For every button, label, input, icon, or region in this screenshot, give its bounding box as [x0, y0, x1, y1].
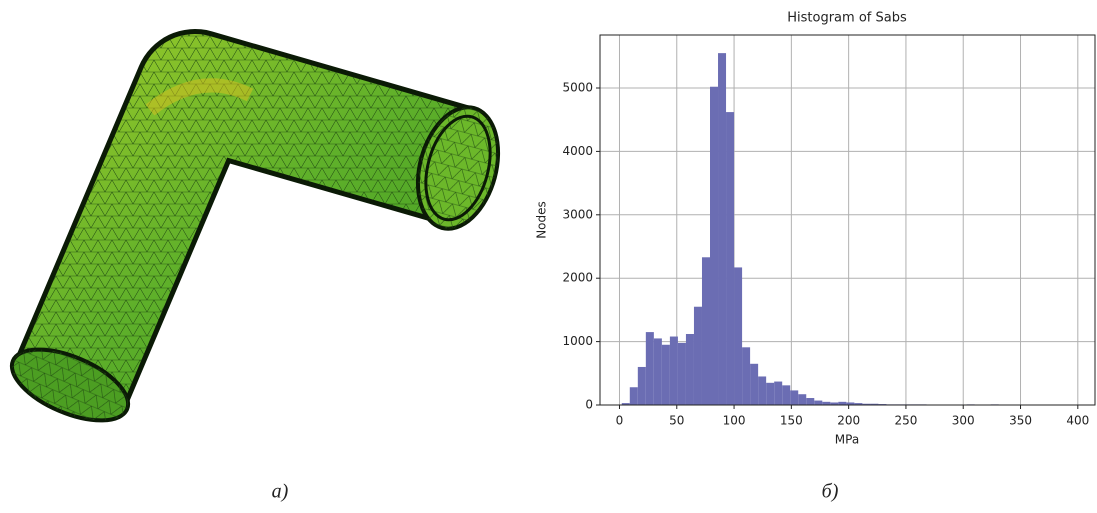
y-tick-label: 3000: [562, 207, 593, 221]
bar: [686, 334, 694, 405]
x-tick-label: 400: [1066, 414, 1089, 428]
bar: [662, 345, 670, 405]
bar: [678, 343, 686, 405]
x-tick-label: 250: [894, 414, 917, 428]
x-tick-label: 100: [723, 414, 746, 428]
bar: [702, 257, 710, 405]
bar: [638, 367, 646, 405]
y-tick-label: 2000: [562, 271, 593, 285]
x-tick-label: 0: [616, 414, 624, 428]
x-tick-label: 200: [837, 414, 860, 428]
y-axis-label: Nodes: [535, 201, 549, 239]
bar: [742, 347, 750, 405]
bar: [670, 337, 678, 405]
bar: [758, 376, 766, 405]
x-axis-label: MPa: [835, 433, 859, 447]
bar: [798, 394, 806, 405]
bar: [630, 387, 638, 405]
mesh-model: [2, 85, 511, 435]
bar: [806, 398, 814, 405]
chart-title: Histogram of Sabs: [787, 11, 907, 26]
caption: б): [822, 481, 839, 503]
bar: [646, 332, 654, 405]
y-tick-label: 0: [585, 398, 593, 412]
bar: [774, 382, 782, 405]
x-tick-label: 50: [669, 414, 684, 428]
bar: [654, 338, 662, 405]
x-tick-label: 150: [780, 414, 803, 428]
bar: [782, 385, 790, 405]
bar: [814, 401, 822, 405]
y-tick-label: 1000: [562, 334, 593, 348]
bar: [694, 307, 702, 405]
caption: a): [272, 481, 289, 503]
bar: [710, 87, 718, 405]
y-tick-label: 5000: [562, 81, 593, 95]
figure: a) б) Histogram of Sabs MPa Nodes 010002…: [0, 0, 1097, 513]
bar: [726, 112, 734, 405]
page: a) б) Histogram of Sabs MPa Nodes 010002…: [0, 0, 1097, 513]
bar: [750, 364, 758, 405]
y-tick-label: 4000: [562, 144, 593, 158]
bar: [766, 383, 774, 405]
bar: [718, 53, 726, 405]
bar: [790, 390, 798, 405]
x-tick-label: 300: [952, 414, 975, 428]
bar: [734, 267, 742, 405]
x-tick-label: 350: [1009, 414, 1032, 428]
